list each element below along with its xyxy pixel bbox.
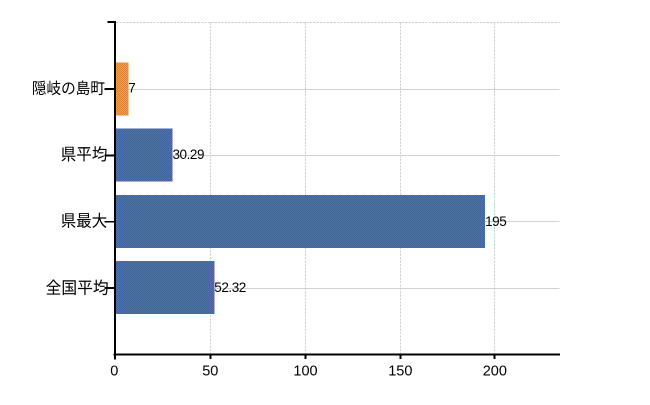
svg-text:100: 100 — [293, 363, 317, 379]
svg-text:150: 150 — [388, 363, 412, 379]
svg-text:7: 7 — [128, 80, 135, 95]
svg-text:0: 0 — [110, 363, 118, 379]
svg-text:52.32: 52.32 — [214, 280, 246, 295]
svg-text:50: 50 — [202, 363, 218, 379]
svg-text:195: 195 — [485, 214, 506, 229]
svg-text:30.29: 30.29 — [172, 147, 204, 162]
svg-text:200: 200 — [483, 363, 507, 379]
